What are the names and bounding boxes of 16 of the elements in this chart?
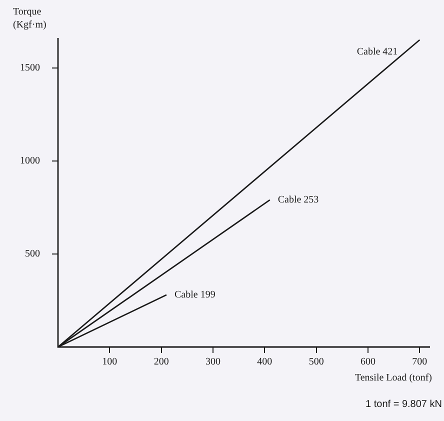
x-tick-label: 300 bbox=[206, 356, 220, 368]
x-tick-label: 600 bbox=[360, 356, 376, 368]
x-tick-label: 500 bbox=[308, 356, 324, 368]
text: 1 tonf = 9.807 kN bbox=[366, 398, 442, 410]
series-label: Cable 421 bbox=[356, 46, 398, 58]
y-tick-label: 1000 bbox=[20, 155, 40, 166]
series-label: Cable 253 bbox=[278, 194, 319, 206]
y-tick-label: 500 bbox=[25, 248, 40, 260]
x-tick-label: 100 bbox=[102, 356, 118, 368]
x-tick-label: 700 bbox=[412, 356, 428, 368]
y-axis-title: Torque (Kgf·m) bbox=[13, 6, 46, 31]
series-label: Cable 199 bbox=[174, 290, 216, 301]
x-tick-label: 400 bbox=[257, 356, 272, 368]
x-axis-title: Tensile Load (tonf) bbox=[354, 372, 432, 384]
y-tick-label: 1500 bbox=[20, 62, 40, 74]
x-tick-label: 200 bbox=[154, 356, 169, 368]
